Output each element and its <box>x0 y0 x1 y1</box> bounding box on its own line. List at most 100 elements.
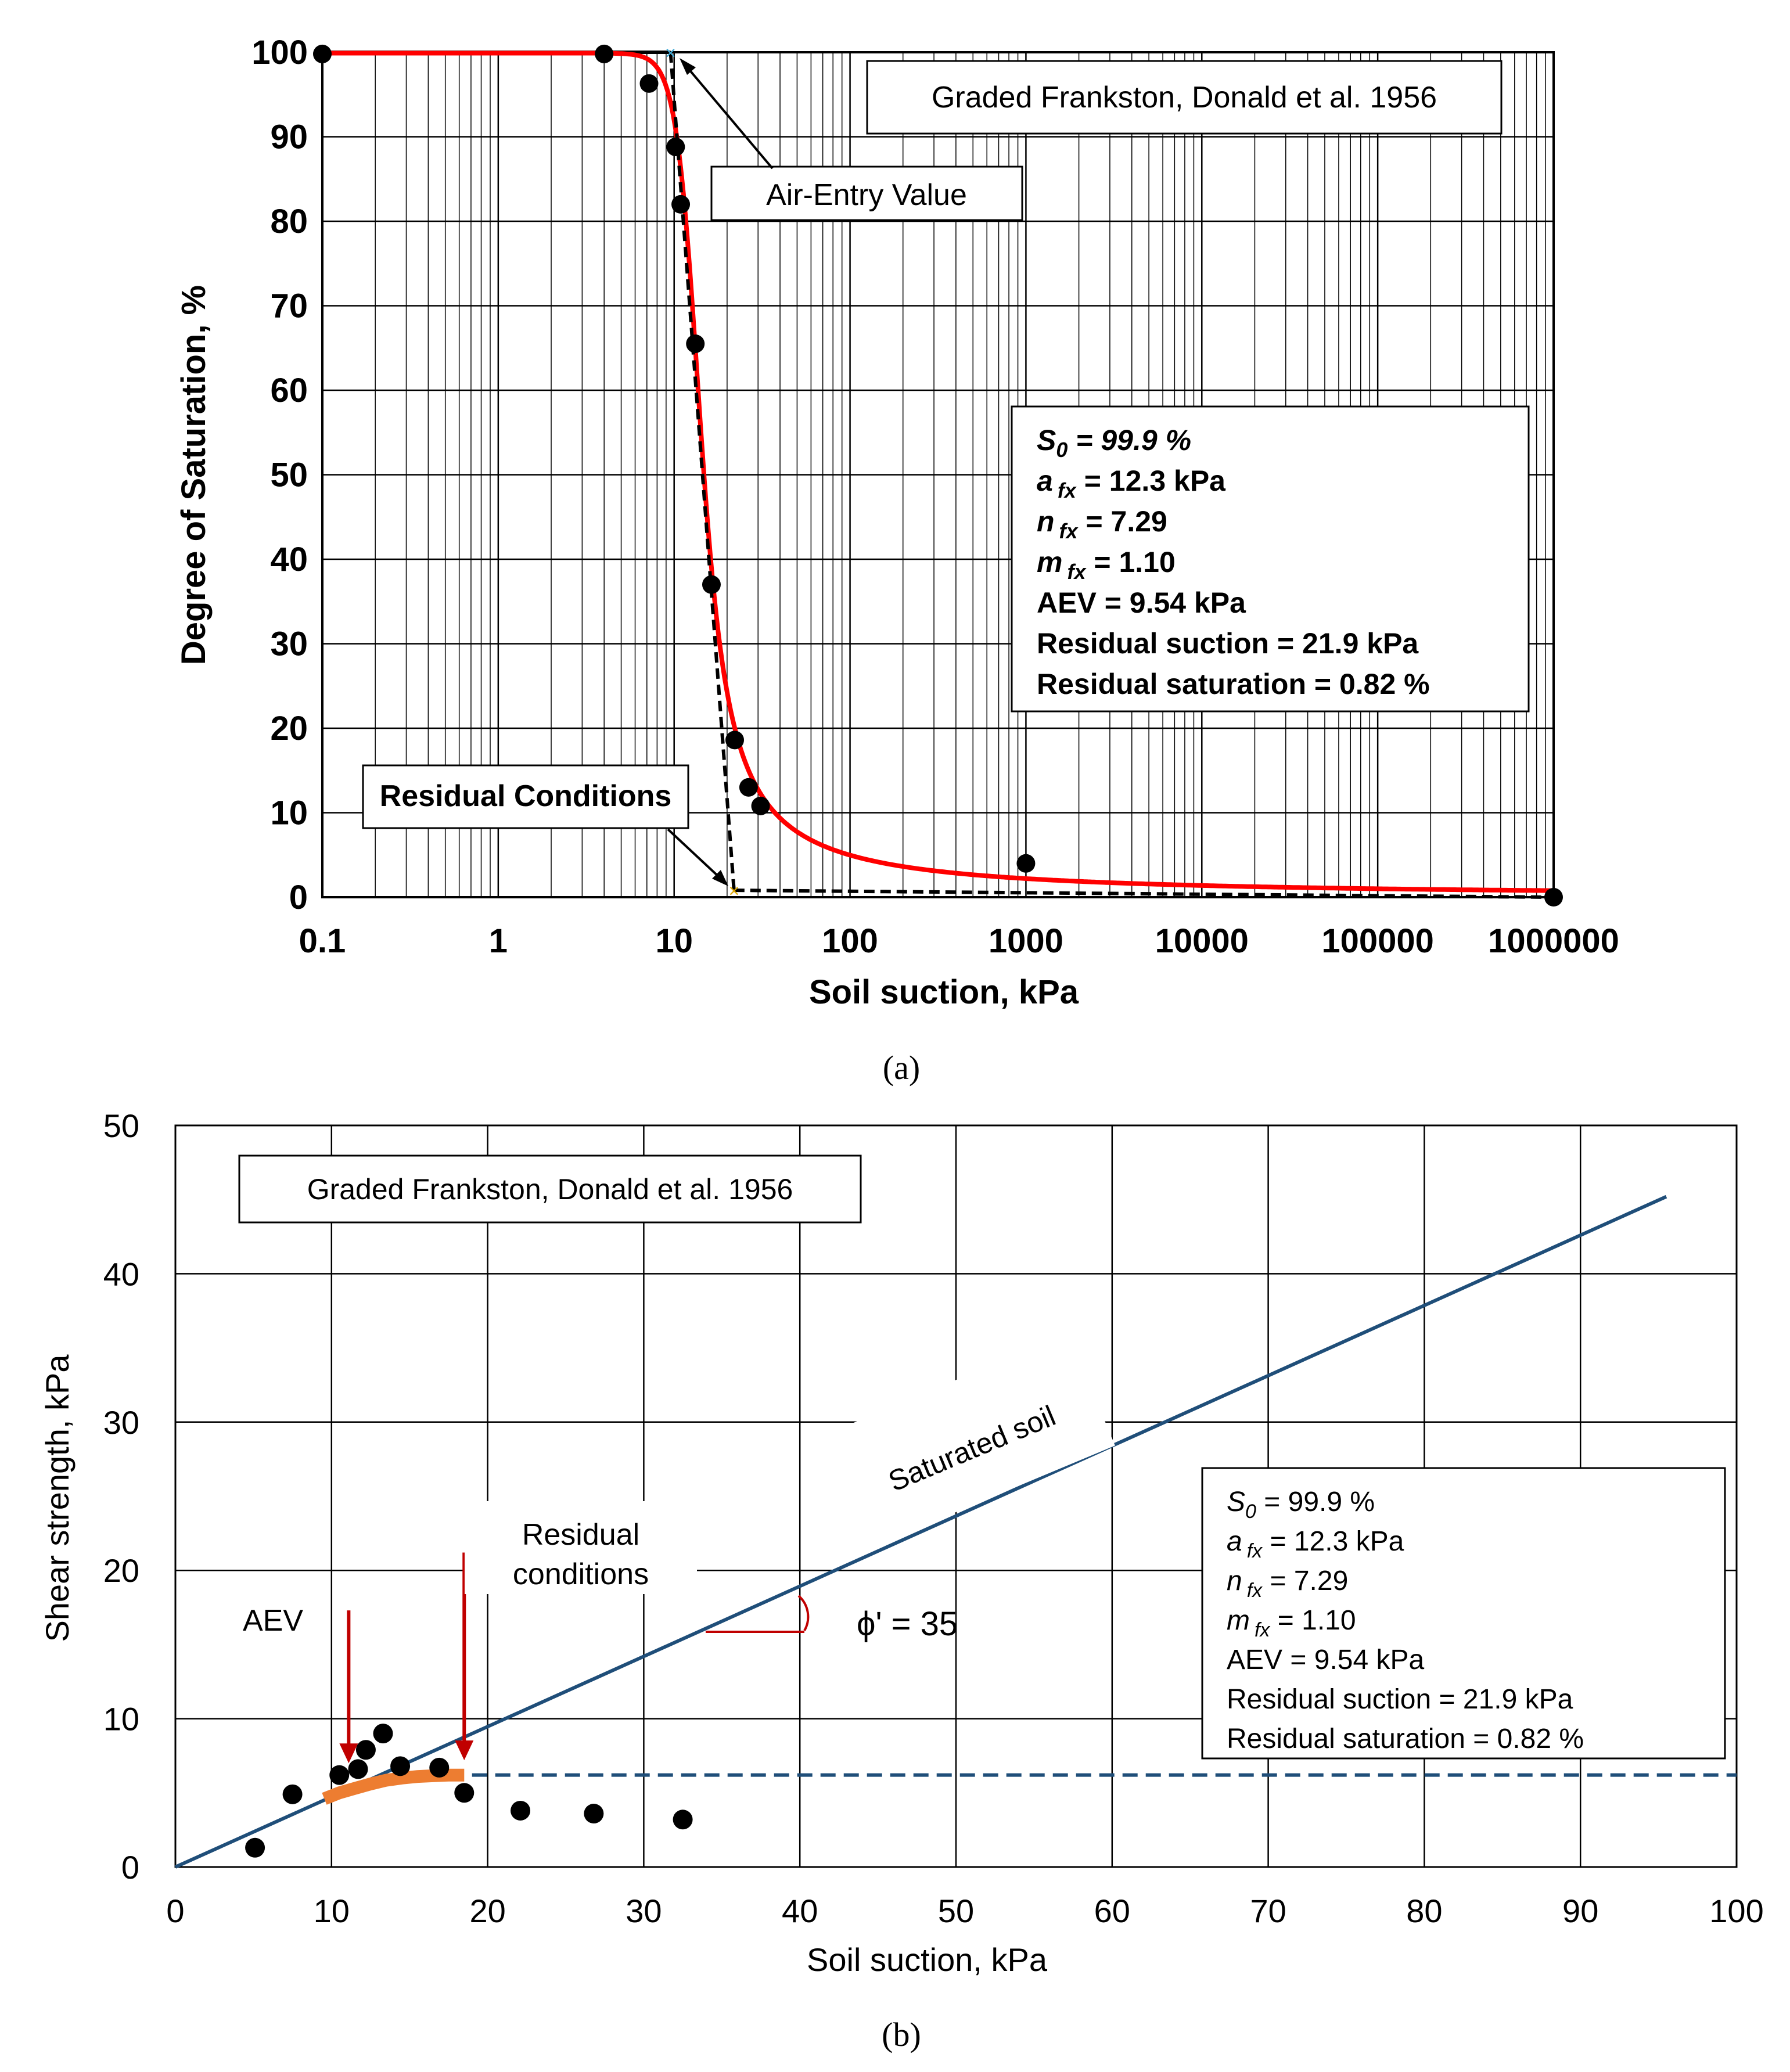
b-param-n-subscript: fx <box>1247 1580 1263 1602</box>
chart-b-data-point <box>454 1783 475 1803</box>
saturated-label-bg <box>811 1333 1115 1553</box>
b-param-m-subscript: fx <box>1255 1619 1270 1641</box>
chart-b-data-point <box>373 1724 393 1744</box>
chart-b: 0 10 20 30 40 50 60 70 80 90 100 0 10 20 30 40 50 Soil … <box>39 1107 1764 1978</box>
chart-a-data-point <box>702 575 721 594</box>
chart-b-y-tick-label: 20 <box>103 1552 139 1589</box>
chart-b-data-points <box>245 1724 693 1858</box>
chart-a-y-tick-label: 60 <box>270 372 308 409</box>
chart-b-x-tick-label: 20 <box>469 1893 505 1929</box>
param-residual-saturation: Residual saturation = 0.82 % <box>1037 668 1430 700</box>
chart-b-x-tick-label: 50 <box>938 1893 974 1929</box>
chart-b-title-box <box>238 1154 862 1224</box>
b-param-s0: S0 = 99.9 % <box>1227 1487 1375 1523</box>
chart-a-y-tick-label: 80 <box>270 203 308 240</box>
chart-b-x-tick-label: 100 <box>1709 1893 1763 1929</box>
param-a-subscript: fx <box>1058 479 1077 502</box>
chart-a-data-point <box>313 44 332 63</box>
chart-b-x-tick-label: 70 <box>1250 1893 1286 1929</box>
b-param-residual-saturation: Residual saturation = 0.82 % <box>1227 1724 1584 1754</box>
chart-a-y-tick-label: 40 <box>270 541 308 578</box>
chart-b-data-point <box>245 1837 265 1858</box>
chart-b-y-tick-label: 50 <box>103 1107 139 1144</box>
chart-b-data-point <box>429 1757 450 1778</box>
param-m: m fx = 1.10 <box>1037 546 1176 584</box>
residual-label-box <box>362 764 689 829</box>
param-a-symbol: a <box>1037 465 1053 497</box>
chart-a-y-tick-label: 30 <box>270 625 308 663</box>
chart-b-y-tick-label: 10 <box>103 1701 139 1738</box>
chart-b-data-point <box>673 1810 693 1830</box>
param-m-symbol: m <box>1037 546 1062 578</box>
param-aev: AEV = 9.54 kPa <box>1037 587 1246 619</box>
chart-a-desaturation-tangent <box>668 52 736 891</box>
b-param-s0-symbol: S <box>1227 1487 1245 1517</box>
param-n: n fx = 7.29 <box>1037 505 1167 543</box>
chart-a-x-tick-label: 10 <box>655 922 693 960</box>
param-s0-subscript: 0 <box>1056 438 1067 462</box>
chart-b-y-tick-label: 0 <box>121 1849 139 1886</box>
chart-b-data-point <box>282 1784 303 1804</box>
chart-a-x-tick-labels: 0.1 1 10 100 1000 10000 100000 1000000 <box>299 922 1619 960</box>
chart-b-y-tick-label: 40 <box>103 1256 139 1292</box>
chart-a-title: Graded Frankston, Donald et al. 1956 <box>932 81 1437 114</box>
b-param-n-value: = 7.29 <box>1262 1566 1348 1596</box>
chart-a-data-point <box>639 74 659 93</box>
chart-a-data-point <box>595 44 614 63</box>
chart-a-y-tick-label: 90 <box>270 118 308 156</box>
residual-arrowhead <box>712 870 728 886</box>
param-n-value: = 7.29 <box>1078 505 1167 538</box>
chart-a-x-tick-label: 100000 <box>1321 922 1434 960</box>
chart-b-plot-area <box>174 1124 1738 1868</box>
chart-a-title-box <box>866 60 1503 135</box>
chart-b-x-axis-label: Soil suction, kPa <box>807 1941 1048 1978</box>
chart-a: 0.1 1 10 100 1000 10000 100000 1000000 01020304… <box>175 34 1619 1011</box>
chart-b-y-tick-label: 30 <box>103 1404 139 1441</box>
chart-a-x-tick-label: 1000000 <box>1488 922 1619 960</box>
chart-b-data-point <box>348 1759 368 1779</box>
chart-b-x-tick-label: 0 <box>166 1893 184 1929</box>
b-param-s0-subscript: 0 <box>1245 1501 1256 1523</box>
residual-annotation-bg <box>465 1501 697 1594</box>
chart-a-data-point <box>739 778 758 797</box>
chart-a-data-points <box>313 44 1563 906</box>
residual-arrow <box>667 828 721 879</box>
residual-annotation-line1: Residual <box>522 1518 639 1552</box>
chart-a-x-tick-label: 100 <box>822 922 878 960</box>
chart-b-x-tick-label: 10 <box>314 1893 350 1929</box>
chart-a-y-tick-label: 100 <box>251 34 308 71</box>
chart-b-x-tick-label: 30 <box>626 1893 662 1929</box>
chart-b-data-point <box>329 1765 350 1785</box>
chart-b-y-tick-labels: 0 10 20 30 40 50 <box>103 1107 139 1886</box>
chart-a-x-tick-label: 0.1 <box>299 922 346 960</box>
chart-b-x-tick-labels: 0 10 20 30 40 50 60 70 80 90 100 <box>166 1893 1763 1929</box>
chart-b-data-point <box>355 1740 376 1760</box>
chart-a-data-point <box>686 334 705 353</box>
chart-a-data-point <box>1544 888 1563 906</box>
b-param-aev: AEV = 9.54 kPa <box>1227 1645 1425 1675</box>
chart-b-parameter-box <box>1201 1467 1726 1760</box>
chart-a-data-point <box>671 195 691 214</box>
chart-a-y-axis-label: Degree of Saturation, % <box>175 285 213 665</box>
chart-a-y-tick-label: 0 <box>289 879 308 916</box>
param-a-value: = 12.3 kPa <box>1076 465 1226 497</box>
chart-b-title: Graded Frankston, Donald et al. 1956 <box>307 1173 793 1206</box>
param-n-symbol: n <box>1037 505 1055 538</box>
param-s0: S0 = 99.9 % <box>1037 424 1191 462</box>
b-param-residual-suction: Residual suction = 21.9 kPa <box>1227 1684 1573 1715</box>
caption-b: (b) <box>882 2016 921 2053</box>
chart-a-x-tick-label: 10000 <box>1155 922 1249 960</box>
residual-annotation-line2: conditions <box>513 1557 649 1591</box>
param-n-subscript: fx <box>1059 519 1079 543</box>
chart-a-y-tick-labels: 0 10 20 30 40 50 60 70 80 90 100 <box>251 34 308 916</box>
aev-arrowhead <box>339 1743 358 1764</box>
chart-a-y-tick-label: 20 <box>270 710 308 747</box>
b-param-a-subscript: fx <box>1247 1540 1263 1562</box>
param-a: a fx = 12.3 kPa <box>1037 465 1226 502</box>
air-entry-label: Air-Entry Value <box>766 178 967 212</box>
chart-a-data-point <box>666 137 685 156</box>
caption-a: (a) <box>882 1049 921 1087</box>
b-param-s0-value: = 99.9 % <box>1256 1487 1375 1517</box>
